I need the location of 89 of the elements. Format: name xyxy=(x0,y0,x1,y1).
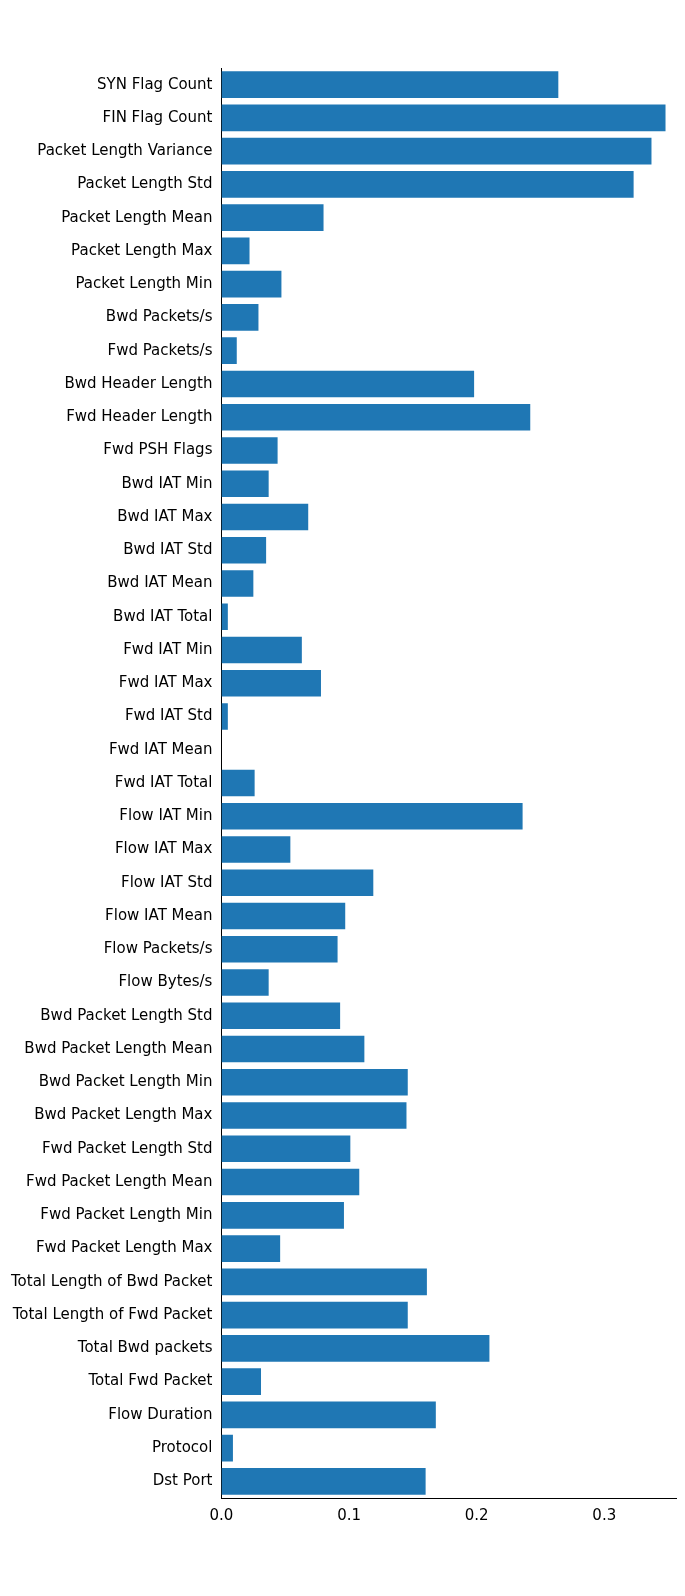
y-tick-label: Bwd Packet Length Min xyxy=(38,1072,213,1091)
y-tick-label: Fwd Header Length xyxy=(66,407,213,426)
bar xyxy=(221,171,634,198)
y-tick-label: Flow Bytes/s xyxy=(118,972,213,991)
y-tick-label: Flow IAT Min xyxy=(119,806,213,825)
y-tick-label: Bwd IAT Total xyxy=(113,606,213,625)
y-tick-label: Protocol xyxy=(152,1438,213,1457)
y-tick-label: Flow IAT Std xyxy=(121,872,213,891)
bar xyxy=(221,403,531,431)
bar xyxy=(221,836,291,863)
bar xyxy=(221,337,237,364)
y-tick-label: Flow IAT Mean xyxy=(105,905,213,924)
bar xyxy=(221,1368,262,1395)
bar xyxy=(221,869,374,897)
bar xyxy=(221,1301,408,1329)
bar xyxy=(221,935,338,963)
y-tick-label: Total Length of Fwd Packet xyxy=(11,1304,213,1323)
y-tick-label: Bwd Header Length xyxy=(64,373,213,392)
bar xyxy=(221,603,228,631)
y-tick-label: Bwd Packet Length Std xyxy=(40,1005,213,1024)
bar xyxy=(221,1168,360,1196)
y-tick-label: Fwd IAT Std xyxy=(124,706,213,725)
y-tick-label: Bwd Packets/s xyxy=(105,307,213,326)
bar xyxy=(221,1102,407,1129)
bar xyxy=(221,1335,490,1362)
y-tick-label: Fwd IAT Max xyxy=(118,673,213,692)
bar xyxy=(221,703,228,730)
y-tick-label: Packet Length Max xyxy=(71,240,213,259)
y-tick-label: Packet Length Std xyxy=(77,174,213,193)
y-tick-label: Fwd IAT Mean xyxy=(108,739,213,758)
bar xyxy=(221,237,250,265)
y-tick-label: FIN Flag Count xyxy=(102,107,213,126)
y-tick-label: Fwd Packet Length Max xyxy=(35,1238,213,1257)
x-tick-label: 0.0 xyxy=(209,1505,234,1524)
bar xyxy=(221,1434,233,1462)
y-tick-label: Total Length of Bwd Packet xyxy=(10,1271,213,1290)
bar xyxy=(221,1069,408,1096)
y-tick-label: SYN Flag Count xyxy=(96,74,213,93)
bar xyxy=(221,503,309,531)
y-tick-label: Total Fwd Packet xyxy=(87,1371,213,1390)
bar xyxy=(221,802,523,830)
bar xyxy=(221,536,267,564)
bar xyxy=(221,1235,281,1262)
y-tick-label: Total Bwd packets xyxy=(76,1338,213,1357)
y-tick-label: Fwd Packet Length Mean xyxy=(26,1171,213,1190)
y-tick-label: Bwd IAT Std xyxy=(123,540,213,559)
bar xyxy=(221,137,652,165)
bar xyxy=(221,636,302,664)
x-tick-label: 0.2 xyxy=(464,1505,489,1524)
bar xyxy=(221,769,255,797)
y-tick-label: Fwd Packets/s xyxy=(107,340,213,359)
x-tick-label: 0.3 xyxy=(592,1505,617,1524)
y-tick-label: Fwd Packet Length Std xyxy=(41,1138,213,1157)
bar xyxy=(221,270,282,298)
y-tick-label: Bwd Packet Length Max xyxy=(34,1105,213,1124)
bar xyxy=(221,1002,341,1030)
y-tick-label: Flow Packets/s xyxy=(103,939,213,958)
y-tick-label: Fwd IAT Min xyxy=(123,639,213,658)
bar xyxy=(221,1202,344,1229)
bar xyxy=(221,1135,351,1163)
bar xyxy=(221,1035,365,1063)
y-tick-label: Fwd IAT Total xyxy=(114,772,213,791)
bar xyxy=(221,669,321,697)
y-tick-label: Packet Length Mean xyxy=(61,207,213,226)
y-tick-label: Flow Duration xyxy=(108,1404,213,1423)
bar xyxy=(221,570,254,597)
bar xyxy=(221,1401,436,1429)
bar xyxy=(221,902,346,930)
y-tick-label: Fwd PSH Flags xyxy=(103,440,213,459)
y-tick-label: Fwd Packet Length Min xyxy=(40,1205,213,1224)
y-tick-label: Flow IAT Max xyxy=(114,839,213,858)
bar xyxy=(221,437,278,464)
y-tick-label: Dst Port xyxy=(152,1471,213,1490)
bar xyxy=(221,71,559,98)
y-tick-label: Bwd Packet Length Mean xyxy=(24,1038,213,1057)
y-tick-label: Bwd IAT Mean xyxy=(107,573,213,592)
y-tick-label: Bwd IAT Max xyxy=(117,506,213,525)
bar xyxy=(221,370,475,398)
bar xyxy=(221,1268,427,1296)
x-tick-label: 0.1 xyxy=(337,1505,361,1524)
bar xyxy=(221,1468,426,1495)
bar xyxy=(221,304,259,331)
y-tick-label: Packet Length Variance xyxy=(37,141,213,160)
bar xyxy=(221,470,269,497)
bar xyxy=(221,204,324,231)
bar xyxy=(221,104,666,132)
y-tick-label: Packet Length Min xyxy=(75,274,213,293)
y-tick-label: Bwd IAT Min xyxy=(121,473,213,492)
bar xyxy=(221,969,269,996)
